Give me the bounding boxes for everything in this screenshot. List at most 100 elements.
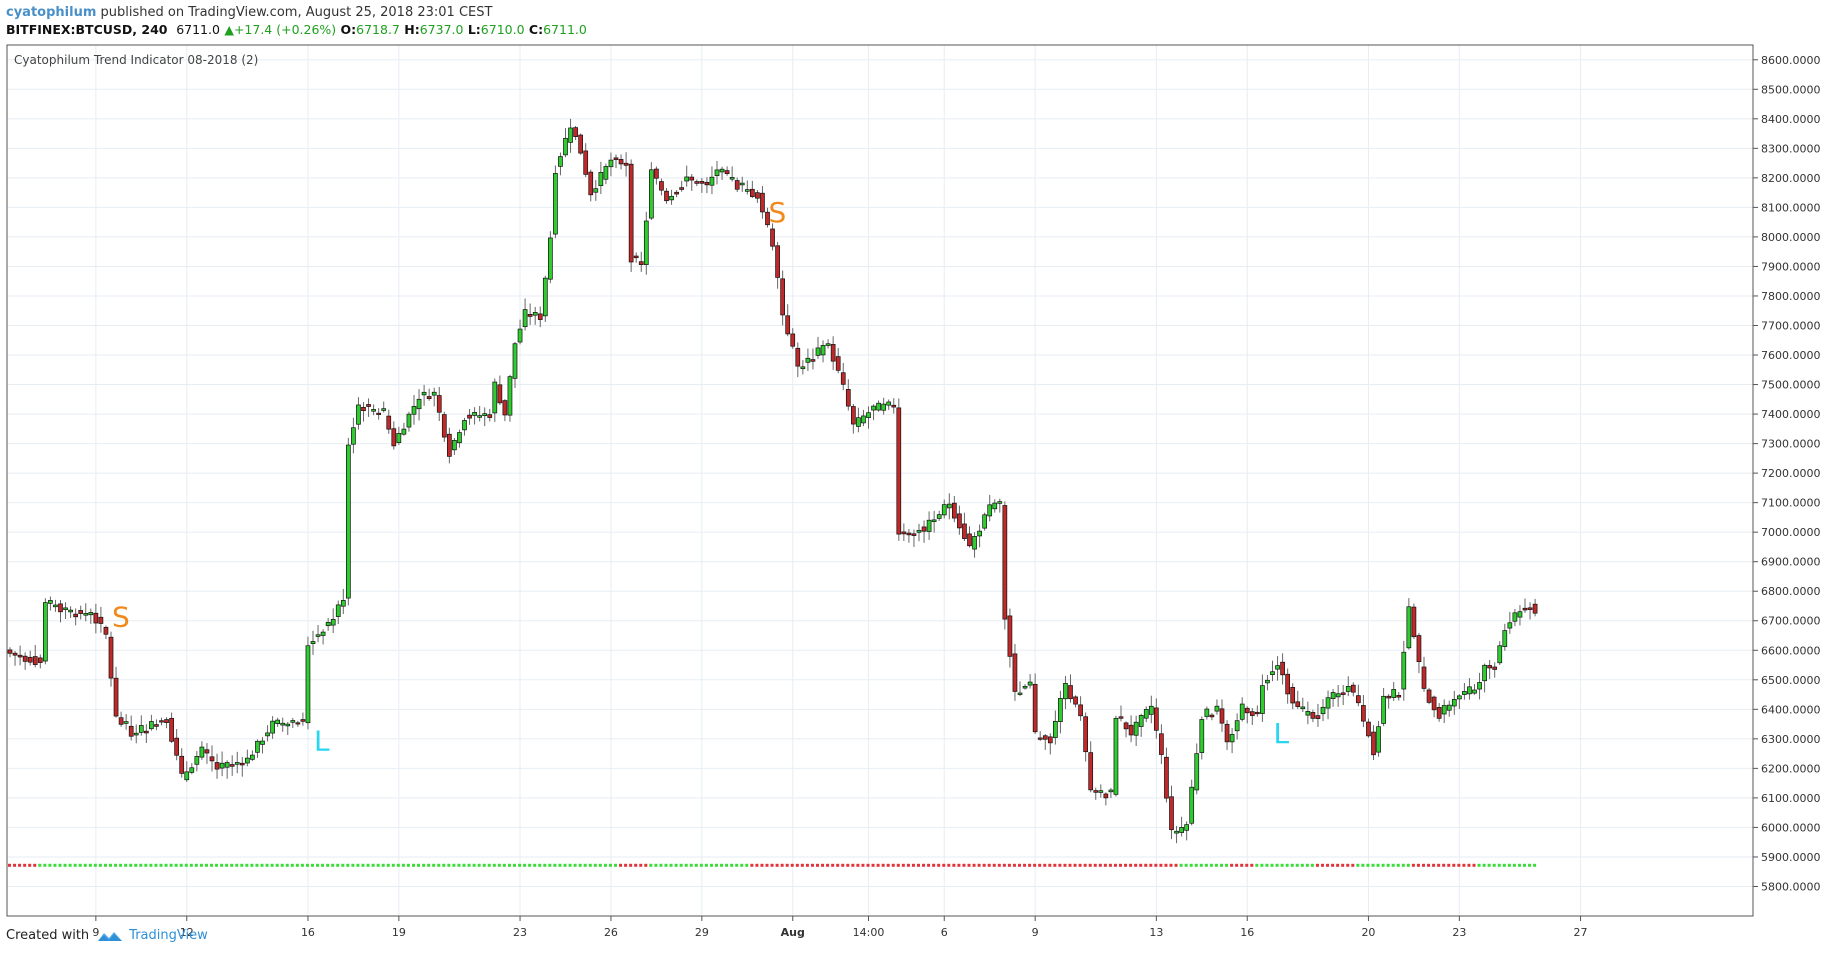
y-tick-label: 7900.0000: [1761, 260, 1821, 273]
trend-dot: [58, 863, 62, 867]
candle-body: [436, 395, 442, 413]
candle-body: [1335, 693, 1341, 698]
candle-body: [1063, 683, 1068, 700]
indicator-title: Cyatophilum Trend Indicator 08-2018 (2): [14, 53, 258, 67]
candle-body: [239, 762, 245, 766]
trend-dot: [174, 863, 178, 867]
trend-dot: [290, 863, 294, 867]
y-tick-label: 6500.0000: [1761, 674, 1821, 687]
candle-body: [63, 607, 68, 611]
trend-dot: [492, 863, 496, 867]
candle-body: [416, 398, 422, 410]
candle-body: [840, 372, 846, 385]
candle-body: [1078, 704, 1083, 717]
time-axis[interactable]: 9 12 16 19 23 26 29 Aug 14:00 6 9 13 16 20 23 27: [92, 916, 1588, 939]
candle-body: [502, 400, 508, 416]
candle-body: [1229, 734, 1235, 743]
trend-dot: [1265, 863, 1269, 867]
trend-dot: [644, 863, 648, 867]
candle-body: [967, 533, 972, 547]
candle-body: [1355, 695, 1361, 704]
trend-dot: [1098, 863, 1102, 867]
candle-body: [1189, 786, 1195, 824]
candle-body: [739, 182, 745, 186]
candle-body: [1234, 720, 1240, 732]
x-tick-label: 29: [695, 926, 709, 939]
y-tick-label: 7400.0000: [1761, 408, 1821, 421]
open-label: O:: [340, 22, 357, 37]
candle-body: [1462, 691, 1467, 695]
trend-dot: [669, 863, 673, 867]
trend-dot: [78, 863, 82, 867]
candle-body: [790, 333, 796, 347]
trend-dot: [765, 863, 769, 867]
trend-dot: [280, 863, 284, 867]
candle-body: [159, 720, 164, 723]
trend-dot: [674, 863, 678, 867]
candle-body: [1512, 612, 1518, 622]
candle-body: [664, 190, 669, 202]
tradingview-logo-icon: [98, 931, 123, 941]
candle-body: [684, 176, 690, 182]
candle-body: [1411, 606, 1417, 638]
price-axis[interactable]: 8600.0000 8500.0000 8400.0000 8300.0000 8200…: [1753, 54, 1821, 894]
candle-body: [270, 720, 275, 734]
candle-body: [179, 755, 185, 774]
x-tick-label: 19: [392, 926, 406, 939]
tradingview-brand[interactable]: TradingView: [97, 928, 208, 943]
trend-dot: [265, 863, 269, 867]
candle-body: [1174, 830, 1179, 834]
candle-body: [1285, 673, 1291, 695]
trend-dot: [750, 863, 754, 867]
trend-dot: [578, 863, 582, 867]
trend-dot: [1139, 863, 1143, 867]
trend-dot: [437, 863, 441, 867]
trend-dot: [967, 863, 971, 867]
trend-dot: [260, 863, 264, 867]
candle-body: [1037, 737, 1043, 740]
trend-dot: [1366, 863, 1370, 867]
trend-dot: [836, 863, 840, 867]
trend-dot: [1275, 863, 1279, 867]
trend-dot: [1528, 863, 1532, 867]
footer: Created with TradingView: [6, 928, 208, 943]
candle-body: [623, 162, 629, 166]
trend-dot: [73, 863, 77, 867]
candle-body: [1118, 716, 1124, 719]
trend-dot: [826, 863, 830, 867]
trend-dot: [876, 863, 880, 867]
candle-body: [250, 754, 255, 760]
trend-dot: [720, 863, 724, 867]
trend-dot: [316, 863, 320, 867]
trend-dot: [48, 863, 52, 867]
y-tick-label: 7200.0000: [1761, 467, 1821, 480]
candle-body: [694, 181, 700, 184]
author-link[interactable]: cyatophilum: [6, 5, 97, 20]
candle-body: [1431, 696, 1437, 711]
trend-dot: [53, 863, 57, 867]
publish-line: cyatophilum published on TradingView.com…: [6, 4, 587, 21]
trend-dot: [1401, 863, 1405, 867]
candle-body: [229, 764, 235, 767]
candle-body: [219, 762, 225, 769]
trend-dot: [1406, 863, 1410, 867]
candle-body: [896, 407, 902, 535]
candle-body: [1073, 696, 1078, 705]
y-tick-label: 7500.0000: [1761, 379, 1821, 392]
trend-dot: [634, 863, 638, 867]
trend-dot: [341, 863, 345, 867]
trend-dot: [1209, 863, 1213, 867]
trend-dot: [199, 863, 203, 867]
trend-dot: [1235, 863, 1239, 867]
trend-dot: [568, 863, 572, 867]
candle-body: [1123, 722, 1129, 730]
trend-dot: [881, 863, 885, 867]
candle-body: [780, 278, 786, 316]
candle-body: [901, 531, 907, 535]
candle-body: [88, 612, 94, 616]
trend-dot: [43, 863, 47, 867]
trend-dot: [255, 863, 259, 867]
trend-dot: [270, 863, 274, 867]
candle-body: [285, 723, 291, 727]
